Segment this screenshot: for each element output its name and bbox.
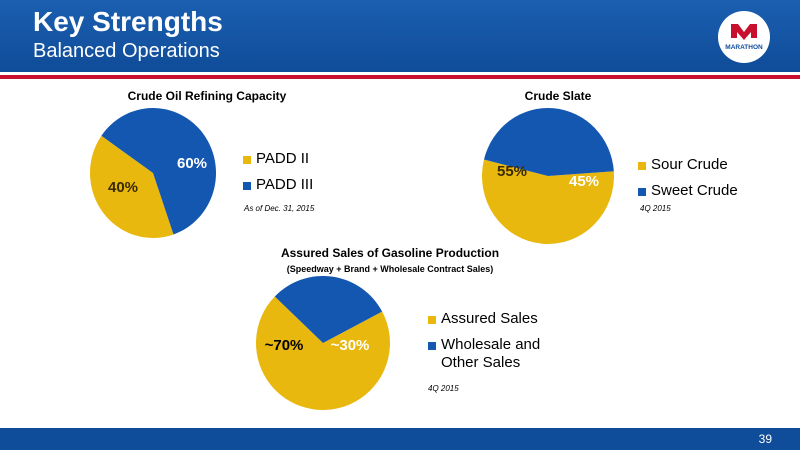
page-subtitle: Balanced Operations: [33, 40, 220, 62]
chart2-title: Crude Slate: [524, 89, 592, 103]
pie-slice-sweet-crude: [483, 107, 614, 176]
legend-item-padd-iii: PADD III: [243, 176, 313, 194]
chart3-subtitle: (Speedway + Brand + Wholesale Contract S…: [286, 264, 494, 274]
legend-label-assured-sales: Assured Sales: [441, 310, 538, 327]
pie-slice-assured-sales: [255, 296, 390, 410]
chart1-legend: PADD II PADD III: [243, 150, 313, 202]
legend-swatch-sweet-crude: [638, 188, 646, 196]
legend-item-assured-sales: Assured Sales: [428, 310, 548, 328]
chart2-note: 4Q 2015: [640, 204, 671, 213]
chart3-pie: ~70% ~30%: [255, 275, 390, 410]
header-divider-white: [0, 72, 800, 75]
legend-swatch-padd-ii: [243, 156, 251, 164]
marathon-logo: MARATHON: [718, 11, 770, 63]
pie-slice-padd-iii: [101, 108, 216, 235]
chart2-pie: 55% 45%: [482, 107, 615, 244]
data-label-sweet-crude: 45%: [569, 173, 599, 190]
legend-item-sour-crude: Sour Crude: [638, 156, 738, 174]
legend-label-wholesale-other: Wholesale and Other Sales: [441, 336, 541, 371]
legend-item-padd-ii: PADD II: [243, 150, 313, 168]
data-label-assured-sales: ~70%: [265, 337, 304, 354]
data-label-padd-iii: 60%: [177, 155, 207, 172]
legend-label-sour-crude: Sour Crude: [651, 156, 728, 173]
page-number: 39: [758, 432, 772, 446]
pie-slice-wholesale-and-other-sales: [274, 275, 383, 343]
legend-swatch-padd-iii: [243, 182, 251, 190]
chart1-pie: 40% 60%: [89, 108, 216, 239]
chart1-title: Crude Oil Refining Capacity: [127, 89, 287, 103]
legend-item-sweet-crude: Sweet Crude: [638, 182, 738, 200]
legend-label-padd-iii: PADD III: [256, 176, 314, 193]
legend-swatch-sour-crude: [638, 162, 646, 170]
legend-item-wholesale-other: Wholesale and Other Sales: [428, 336, 548, 372]
data-label-sour-crude: 55%: [497, 163, 527, 180]
legend-swatch-assured-sales: [428, 316, 436, 324]
chart2-legend: Sour Crude Sweet Crude: [638, 156, 738, 208]
pie-slice-sour-crude: [482, 159, 615, 244]
header-bar: Key Strengths Balanced Operations MARATH…: [0, 0, 800, 72]
data-label-wholesale-and-other-sales: ~30%: [331, 337, 370, 354]
header-divider-red: [0, 75, 800, 79]
footer-bar: 39: [0, 428, 800, 450]
page-title: Key Strengths: [33, 6, 223, 37]
legend-label-padd-ii: PADD II: [256, 150, 310, 167]
chart3-note: 4Q 2015: [428, 384, 459, 393]
chart3-title: Assured Sales of Gasoline Production: [280, 246, 500, 260]
chart3-legend: Assured Sales Wholesale and Other Sales: [428, 310, 548, 380]
chart1-note: As of Dec. 31, 2015: [244, 204, 315, 213]
legend-swatch-wholesale-other: [428, 342, 436, 350]
pie-slice-padd-ii: [89, 135, 174, 239]
data-label-padd-ii: 40%: [108, 179, 138, 196]
legend-label-sweet-crude: Sweet Crude: [651, 182, 738, 199]
logo-text: MARATHON: [725, 44, 763, 51]
